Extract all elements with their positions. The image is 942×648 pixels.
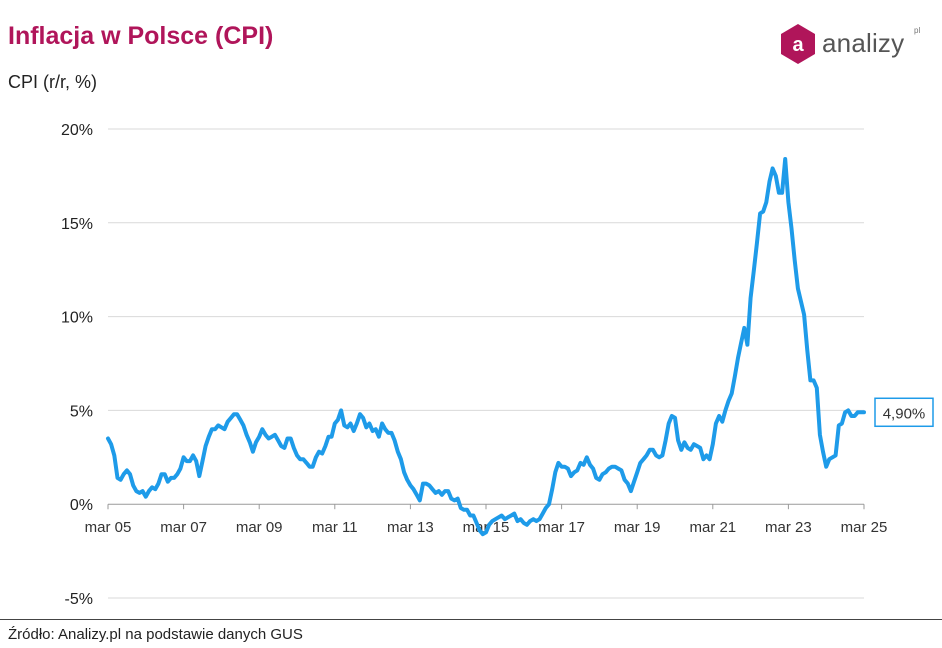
y-tick-label: 20% xyxy=(61,122,93,139)
grid-layer xyxy=(108,128,864,599)
x-tick-label: mar 13 xyxy=(387,519,434,536)
y-tick-label: 10% xyxy=(61,310,93,327)
label-layer: 4,90% xyxy=(874,397,934,428)
logo-icon: a xyxy=(781,24,815,64)
x-tick-label: mar 19 xyxy=(614,519,661,536)
x-tick-label: mar 05 xyxy=(85,519,132,536)
last-value-box xyxy=(874,397,934,428)
source-note: Źródło: Analizy.pl na podstawie danych G… xyxy=(8,626,303,643)
x-tick-label: mar 17 xyxy=(538,519,585,536)
logo-letter: a xyxy=(792,34,804,56)
chart-subtitle: CPI (r/r, %) xyxy=(8,72,97,92)
cpi-line-chart: 20% 15% 10% 5% 0% -5% mar 05 mar 07 mar 09 mar 11… xyxy=(61,122,934,608)
analizy-logo: a analizy pl xyxy=(778,22,928,68)
axis-layer: 20% 15% 10% 5% 0% -5% mar 05 mar 07 mar 09 mar 11… xyxy=(61,122,887,608)
x-tick-label: mar 23 xyxy=(765,519,812,536)
y-tick-label: -5% xyxy=(65,591,93,608)
x-tick-label: mar 09 xyxy=(236,519,283,536)
x-tick-label: mar 07 xyxy=(160,519,207,536)
logo-name: analizy xyxy=(822,28,905,58)
y-tick-label: 5% xyxy=(70,403,93,420)
page-title: Inflacja w Polsce (CPI) xyxy=(8,22,274,50)
x-tick-label: mar 21 xyxy=(689,519,736,536)
footer-divider xyxy=(0,619,942,620)
x-tick-label: mar 25 xyxy=(841,519,888,536)
last-value-label: 4,90% xyxy=(883,405,926,422)
cpi-series-line xyxy=(106,157,866,537)
x-tick-label: mar 11 xyxy=(312,519,358,536)
y-tick-label: 0% xyxy=(70,497,93,514)
line-layer xyxy=(106,157,866,537)
y-tick-label: 15% xyxy=(61,216,93,233)
logo-suffix: pl xyxy=(914,26,921,35)
